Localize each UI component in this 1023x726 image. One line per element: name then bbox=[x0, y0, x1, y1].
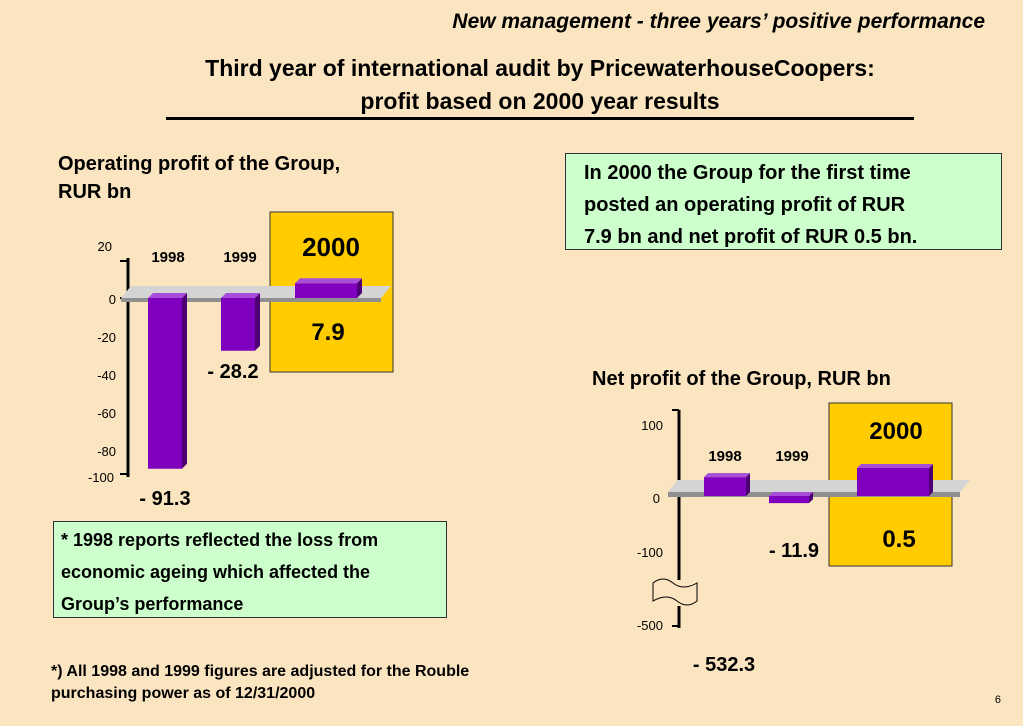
op-chart-title-line2: RUR bn bbox=[58, 181, 132, 203]
footnote-line-1: *) All 1998 and 1999 figures are adjuste… bbox=[51, 663, 470, 680]
net-y-axis: 100 0 -100 -500 bbox=[637, 409, 698, 633]
net-category-2000: 2000 bbox=[869, 418, 922, 445]
op-ytick-0: 0 bbox=[109, 292, 116, 307]
net-bar-1999-side bbox=[809, 492, 813, 504]
op-bar-1998-side bbox=[182, 293, 187, 469]
net-bar-2000-side bbox=[929, 464, 933, 496]
note-line-1: * 1998 reports reflected the loss from bbox=[61, 530, 379, 550]
op-bar-2000-front bbox=[295, 283, 357, 298]
op-category-1999: 1999 bbox=[223, 249, 256, 266]
op-bar-1999-top bbox=[221, 293, 260, 298]
net-bar-1999-front bbox=[769, 496, 809, 504]
net-bar-1998-side bbox=[746, 473, 750, 496]
net-bar-1999 bbox=[769, 492, 813, 504]
op-labels: 1998 1999 2000 - 91.3 - 28.2 7.9 bbox=[139, 232, 360, 510]
op-bar-2000 bbox=[295, 278, 362, 298]
op-ytick-20: 20 bbox=[98, 239, 112, 254]
net-ytick-100: 100 bbox=[641, 418, 663, 433]
net-chart-title: Net profit of the Group, RUR bn bbox=[592, 368, 891, 390]
footnote-line-2: purchasing power as of 12/31/2000 bbox=[51, 685, 316, 702]
net-bar-2000-top bbox=[857, 464, 933, 468]
op-bar-1998-top bbox=[148, 293, 187, 298]
op-bar-2000-side bbox=[357, 278, 362, 298]
op-category-1998: 1998 bbox=[151, 249, 184, 266]
net-bar-1998-top bbox=[704, 473, 750, 478]
net-bar-2000 bbox=[857, 464, 933, 496]
op-ytick-minus100: -100 bbox=[88, 470, 114, 485]
net-value-label-1999: - 11.9 bbox=[769, 540, 819, 562]
op-bar-1999-side bbox=[255, 293, 260, 351]
op-value-label-1999: - 28.2 bbox=[207, 361, 258, 383]
net-ytick-minus100: -100 bbox=[637, 545, 663, 560]
op-bar-1998 bbox=[148, 293, 187, 469]
op-ytick-minus20: -20 bbox=[97, 330, 116, 345]
op-bar-1999 bbox=[221, 293, 260, 351]
title-underline bbox=[166, 117, 914, 120]
net-bar-1999-top bbox=[769, 492, 813, 496]
net-bars bbox=[704, 464, 933, 504]
info-box: In 2000 the Group for the first time pos… bbox=[565, 153, 1002, 250]
op-bars bbox=[148, 278, 362, 469]
net-ytick-0: 0 bbox=[653, 491, 660, 506]
net-bar-2000-front bbox=[857, 468, 929, 496]
net-ytick-minus500: -500 bbox=[637, 618, 663, 633]
axis-break-icon bbox=[652, 578, 698, 606]
info-line-2: posted an operating profit of RUR bbox=[584, 194, 906, 216]
note-box: * 1998 reports reflected the loss from e… bbox=[53, 521, 447, 618]
op-y-axis: 20 0 -20 -40 -60 -80 -100 bbox=[88, 239, 130, 485]
op-value-label-2000: 7.9 bbox=[311, 319, 344, 346]
net-labels: 1998 1999 2000 - 532.3 - 11.9 0.5 bbox=[693, 418, 923, 676]
slide-title-line2: profit based on 2000 year results bbox=[360, 88, 720, 114]
op-chart-title: Operating profit of the Group, RUR bn bbox=[58, 150, 340, 206]
info-line-1: In 2000 the Group for the first time bbox=[584, 162, 911, 184]
note-line-3: Group’s performance bbox=[61, 594, 244, 614]
op-chart-title-line1: Operating profit of the Group, bbox=[58, 153, 341, 175]
op-bar-1999-front bbox=[221, 298, 255, 351]
net-category-1998: 1998 bbox=[708, 448, 741, 465]
net-value-label-2000: 0.5 bbox=[882, 526, 915, 553]
op-value-label-1998: - 91.3 bbox=[139, 488, 190, 510]
op-ytick-minus80: -80 bbox=[97, 444, 116, 459]
info-line-3: 7.9 bn and net profit of RUR 0.5 bn. bbox=[584, 226, 918, 248]
page-number: 6 bbox=[994, 694, 1001, 706]
slide-tagline: New management - three years’ positive p… bbox=[452, 10, 985, 33]
net-bar-1998 bbox=[704, 473, 750, 496]
op-ytick-minus40: -40 bbox=[97, 368, 116, 383]
net-value-label-1998: - 532.3 bbox=[693, 654, 755, 676]
net-bar-1998-front bbox=[704, 477, 746, 496]
net-category-1999: 1999 bbox=[775, 448, 808, 465]
footnote: *) All 1998 and 1999 figures are adjuste… bbox=[51, 661, 469, 705]
op-bar-2000-top bbox=[295, 278, 362, 284]
slide-title-line1: Third year of international audit by Pri… bbox=[205, 55, 875, 81]
op-category-2000: 2000 bbox=[302, 232, 360, 262]
op-bar-1998-front bbox=[148, 298, 182, 469]
op-ytick-minus60: -60 bbox=[97, 406, 116, 421]
note-line-2: economic ageing which affected the bbox=[61, 562, 371, 582]
